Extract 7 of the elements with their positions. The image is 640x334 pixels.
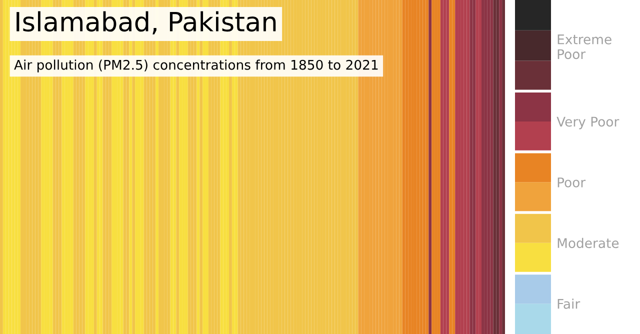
color-bar-label: Poor: [558, 178, 586, 188]
color-bar-label: Very Poor: [556, 116, 620, 130]
chart-title: Islamabad, Pakistan: [16, 11, 276, 34]
color-bar-label: Fair: [558, 298, 580, 309]
color-bar-label: Moderate: [558, 238, 619, 248]
color-bar-label: Extreme Poor: [558, 34, 612, 60]
text: Air pollution (PM2.5) concentrations from 1850 to 2021: [14, 60, 378, 72]
